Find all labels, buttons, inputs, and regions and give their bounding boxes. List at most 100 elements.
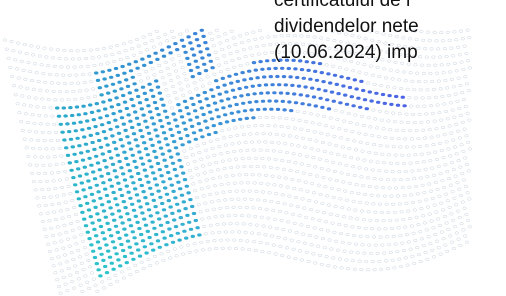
dot [467, 89, 471, 92]
dot [324, 124, 328, 127]
dot [267, 99, 271, 102]
dot [373, 211, 377, 214]
dot [169, 234, 173, 237]
dot [169, 79, 173, 82]
dot [63, 114, 67, 117]
dot [433, 120, 437, 123]
dot [146, 77, 150, 80]
dot [417, 169, 421, 172]
dot [142, 267, 146, 270]
dot [172, 64, 176, 67]
dot [164, 243, 168, 246]
dot [85, 253, 89, 256]
dot [402, 249, 406, 252]
dot [219, 70, 223, 73]
dot [149, 138, 153, 141]
dot [370, 194, 374, 197]
dot [357, 192, 361, 195]
dot [159, 147, 163, 150]
dot [442, 186, 446, 189]
dot [72, 206, 76, 209]
dot [317, 88, 321, 91]
dot [407, 241, 411, 244]
dot [429, 104, 433, 107]
dot [240, 214, 244, 217]
dot [414, 154, 418, 157]
dot [130, 126, 134, 129]
dot [321, 80, 325, 83]
dot [323, 150, 327, 153]
dot [451, 191, 455, 194]
dot [300, 259, 304, 262]
dot [435, 127, 439, 130]
dot [58, 90, 62, 93]
dot [19, 120, 23, 123]
dot [129, 98, 133, 101]
dot [102, 47, 106, 50]
dot [104, 55, 108, 58]
dot [428, 128, 432, 131]
dot [168, 101, 172, 104]
dot [369, 252, 373, 255]
dot [242, 78, 246, 81]
dot [107, 200, 111, 203]
dot [252, 149, 256, 152]
dot [350, 95, 354, 98]
dot [211, 232, 215, 235]
dot [402, 162, 406, 165]
dot [174, 70, 178, 73]
dot [31, 54, 35, 57]
dot [349, 217, 353, 220]
dot [125, 135, 129, 138]
dot [366, 269, 370, 272]
dot [186, 163, 190, 166]
dot [117, 209, 121, 212]
dot [39, 89, 43, 92]
dot [63, 170, 67, 173]
dot [203, 41, 207, 44]
dot [177, 131, 181, 134]
dot [54, 99, 58, 102]
dot [309, 173, 313, 176]
dot [342, 181, 346, 184]
dot [445, 250, 449, 253]
dot [102, 287, 106, 290]
dot [26, 121, 30, 124]
dot [71, 145, 75, 148]
dot [446, 200, 450, 203]
dot [261, 191, 265, 194]
dot [231, 59, 235, 62]
dot [95, 102, 99, 105]
dot [334, 109, 338, 112]
dot [153, 255, 157, 258]
dot [283, 237, 287, 240]
dot [138, 178, 142, 181]
dot [399, 178, 403, 181]
dot [140, 107, 144, 110]
dot [411, 255, 415, 258]
dot [323, 89, 327, 92]
dot [84, 275, 88, 278]
dot [252, 92, 256, 95]
dot [143, 196, 147, 199]
dot [16, 42, 20, 45]
dot [244, 173, 248, 176]
dot [166, 67, 170, 70]
dot [383, 195, 387, 198]
dot [259, 182, 263, 185]
dot [182, 45, 186, 48]
dot [427, 183, 431, 186]
dot [324, 221, 328, 224]
dot [165, 40, 169, 43]
dot [205, 179, 209, 182]
dot [363, 252, 367, 255]
dot [109, 156, 113, 159]
dot [95, 262, 99, 265]
dot [111, 83, 115, 86]
dot [393, 179, 397, 182]
dot [465, 135, 469, 138]
dot [364, 133, 368, 136]
dot [46, 212, 50, 215]
dot [378, 169, 382, 172]
dot [230, 30, 234, 33]
